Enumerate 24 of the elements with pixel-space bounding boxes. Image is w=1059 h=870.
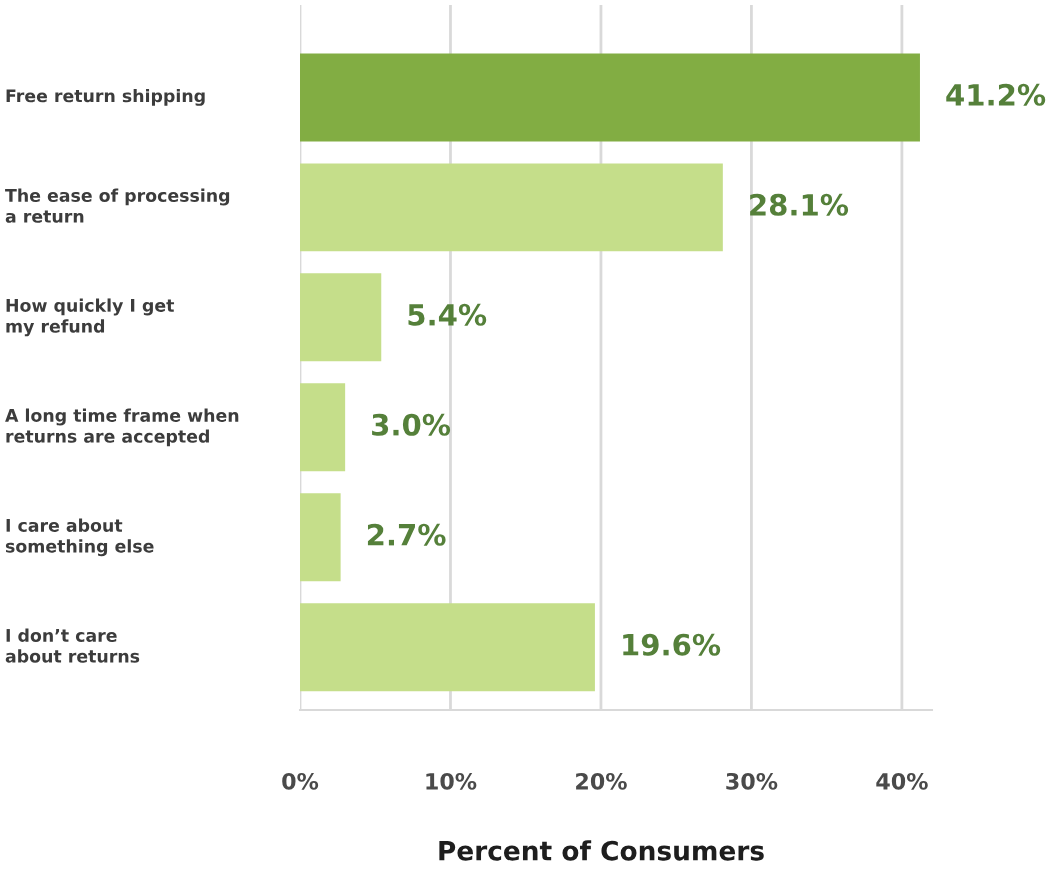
y-tick-label: The ease of processing a return (5, 188, 230, 223)
y-tick-label: How quickly I get my refund (6, 298, 175, 337)
y-tick-label: Free return shipping (6, 88, 205, 106)
y-tick-label: A long time frame when returns are accepted (5, 408, 239, 447)
y-tick-label: I care about something else (5, 518, 154, 557)
x-axis-title: Percent of Consumers (439, 840, 764, 861)
bar (300, 163, 723, 252)
x-tick-label: 20% (576, 772, 627, 790)
data-label: 2.7% (367, 523, 446, 546)
bar (300, 273, 382, 362)
x-tick-label: 40% (876, 772, 928, 790)
bar (300, 383, 346, 472)
bar (300, 603, 595, 692)
data-label: 5.4% (408, 303, 487, 326)
x-tick-label: 30% (726, 772, 778, 790)
data-label: 19.6% (623, 633, 721, 656)
data-label: 41.2% (946, 83, 1046, 106)
bar (300, 53, 920, 142)
bar (300, 493, 341, 582)
data-label: 28.1% (750, 193, 849, 216)
y-tick-label: I don’t care about returns (5, 628, 140, 663)
x-tick-label: 10% (426, 772, 477, 790)
x-tick-label: 0% (282, 772, 319, 790)
data-label: 3.0% (372, 413, 451, 436)
